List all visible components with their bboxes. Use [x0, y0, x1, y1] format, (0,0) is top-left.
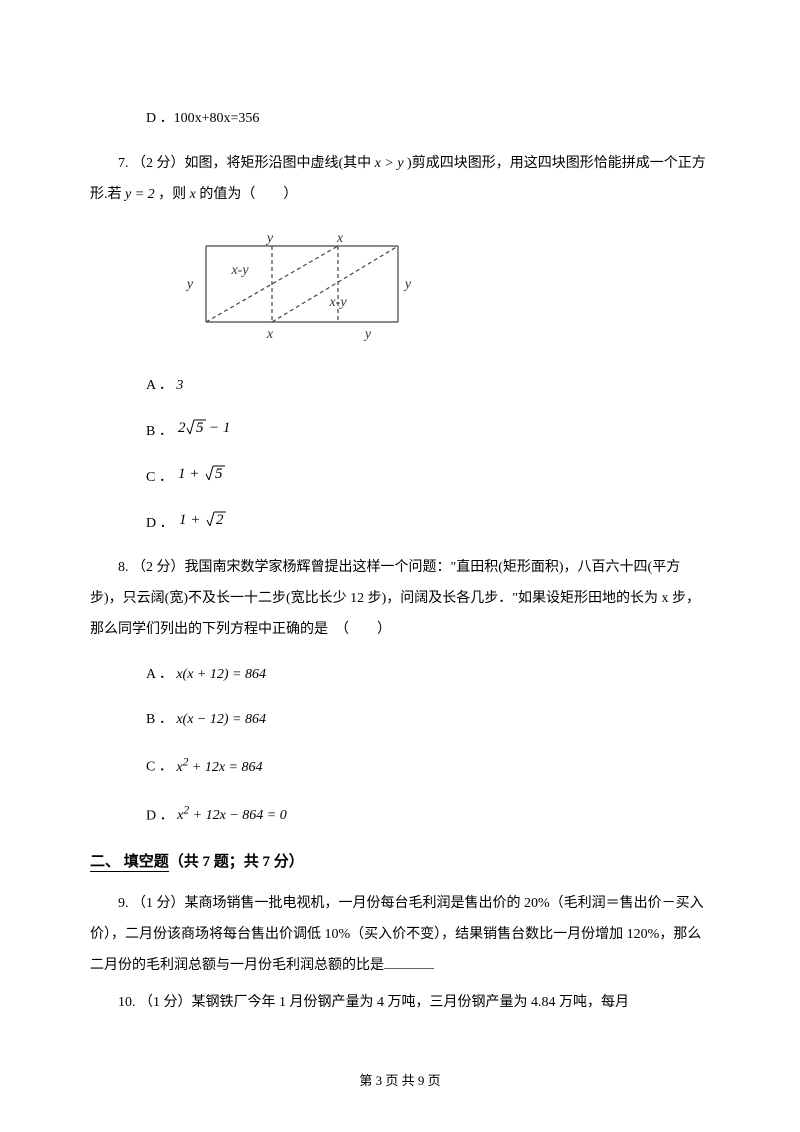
q8-b-expr: x(x − 12) = 864: [176, 712, 266, 727]
svg-text:1 +: 1 +: [179, 512, 200, 528]
svg-text:x: x: [266, 327, 274, 342]
q7-option-b: B ． 25 − 1: [146, 416, 710, 448]
page-footer: 第 3 页 共 9 页: [0, 1067, 800, 1096]
q8-d-expr: x2 + 12x − 864 = 0: [177, 808, 287, 823]
section2-header: 二、 填空题（共 7 题；共 7 分）: [90, 846, 710, 879]
opt-prefix: A ．: [146, 667, 173, 682]
q8-text: 8. （2 分）我国南宋数学家杨辉曾提出这样一个问题："直田积(矩形面积)，八百…: [90, 553, 710, 645]
svg-text:y: y: [185, 277, 194, 292]
svg-text:− 1: − 1: [209, 420, 230, 436]
opt-prefix: B ．: [146, 712, 173, 727]
svg-text:y: y: [265, 231, 274, 246]
opt-prefix: C ．: [146, 760, 173, 775]
svg-text:x-y: x-y: [230, 263, 249, 278]
q7-diagram: y x y y x y x-y x-y: [170, 224, 710, 357]
q7-cond: x > y: [375, 156, 404, 171]
svg-text:y: y: [403, 277, 412, 292]
q7-option-d: D ． 1 + 2: [146, 508, 710, 540]
opt-prefix: D ．: [146, 516, 174, 531]
q8-option-d: D ． x2 + 12x − 864 = 0: [146, 798, 710, 832]
opt-prefix: C ．: [146, 470, 173, 485]
svg-text:5: 5: [215, 466, 223, 482]
svg-text:x: x: [336, 231, 344, 246]
svg-text:2: 2: [216, 512, 224, 528]
svg-text:5: 5: [196, 420, 204, 436]
q8-option-c: C ． x2 + 12x = 864: [146, 749, 710, 783]
q10-text: 10. （1 分）某钢铁厂今年 1 月份钢产量为 4 万吨，三月份钢产量为 4.…: [90, 988, 710, 1019]
opt-prefix: B ．: [146, 424, 173, 439]
section2-tail: （共 7 题；共 7 分）: [169, 854, 304, 870]
q6-option-d: D ．100x+80x=356: [146, 104, 710, 135]
opt-d-math: 1 + 2: [177, 516, 237, 531]
q7-option-c: C ． 1 + 5: [146, 462, 710, 494]
q8-c-expr: x2 + 12x = 864: [176, 760, 262, 775]
svg-text:x-y: x-y: [328, 295, 347, 310]
opt-b-math: 25 − 1: [176, 424, 240, 439]
q7-end: 的值为（ ）: [199, 187, 297, 202]
opt-c-math: 1 + 5: [176, 470, 236, 485]
svg-text:1 +: 1 +: [178, 466, 199, 482]
svg-text:y: y: [363, 327, 372, 342]
q7-suffix: ，则: [158, 187, 190, 202]
q7-prefix: 7. （2 分）如图，将矩形沿图中虚线(其中: [118, 156, 375, 171]
q7-option-a: A ． 3: [146, 371, 710, 402]
q7-text: 7. （2 分）如图，将矩形沿图中虚线(其中 x > y )剪成四块图形，用这四…: [90, 149, 710, 211]
section2-underlined: 二、 填空题: [90, 854, 169, 872]
opt-a-val: 3: [176, 378, 183, 393]
opt-prefix: D ．: [146, 808, 174, 823]
svg-text:2: 2: [178, 420, 186, 436]
opt-prefix: A ．: [146, 378, 173, 393]
q7-xvar: x: [190, 187, 196, 202]
q9-blank: [384, 956, 434, 969]
q8-a-expr: x(x + 12) = 864: [176, 667, 266, 682]
q8-option-a: A ． x(x + 12) = 864: [146, 660, 710, 691]
q7-eqn: y = 2: [125, 187, 155, 202]
q8-option-b: B ． x(x − 12) = 864: [146, 705, 710, 736]
q9-text: 9. （1 分）某商场销售一批电视机，一月份每台毛利润是售出价的 20%（毛利润…: [90, 889, 710, 981]
